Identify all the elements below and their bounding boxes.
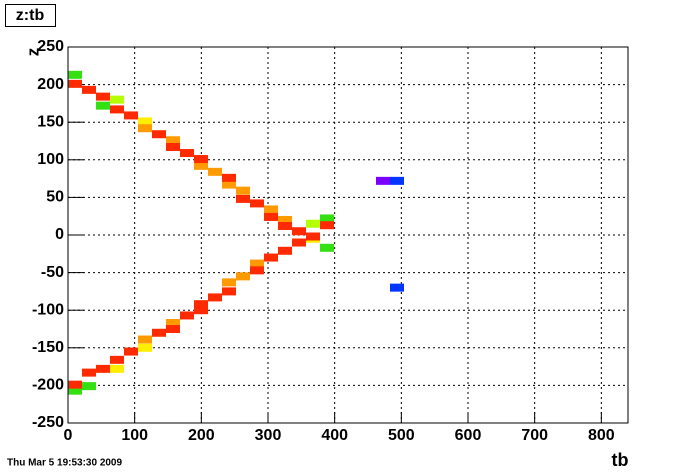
cell [376,176,390,185]
y-tick-label: 250 [37,38,64,55]
cell [390,176,404,185]
cell [306,219,320,228]
cell [180,311,194,320]
cell [264,253,278,262]
x-tick-label: 700 [521,427,548,444]
cell [250,259,264,268]
cell [264,205,278,214]
y-tick-label: -100 [32,301,64,318]
cell [82,368,96,377]
cell [208,293,222,302]
cell [236,272,250,281]
x-tick-label: 600 [455,427,482,444]
y-tick-label: 100 [37,151,64,168]
cell [138,343,152,352]
y-tick-label: -200 [32,377,64,394]
cell [166,325,180,333]
cell [110,95,124,104]
x-tick-label: 800 [588,427,615,444]
footer-date: Thu Mar 5 19:53:30 2009 [7,458,122,469]
cell [250,199,264,208]
cell [138,124,152,133]
x-tick-label: 200 [188,427,215,444]
cell [278,215,292,224]
cell [152,130,166,139]
chart-title: z:tb [16,7,45,24]
cell [320,214,334,223]
cell [320,221,334,230]
cell [194,306,208,315]
plot-frame [67,46,629,424]
cell [138,117,152,126]
x-tick-label: 400 [321,427,348,444]
cell [68,79,82,88]
cell [292,238,306,247]
cell [180,149,194,158]
y-tick-label: -50 [41,264,64,281]
cell [96,92,110,101]
cell [110,364,124,373]
cell [194,155,208,164]
y-tick-label: -250 [32,414,64,431]
y-tick-label: 0 [55,226,64,243]
cell [222,173,236,182]
cell [110,105,124,114]
cell [68,386,82,395]
cell [82,382,96,391]
y-axis-label: z [23,48,42,57]
cell [96,364,110,373]
cell [124,347,138,356]
y-tick-label: -150 [32,339,64,356]
cell [68,380,82,389]
y-tick-label: 50 [46,189,64,206]
cell [194,300,208,309]
cell [166,143,180,152]
cell [320,243,334,252]
cell [124,111,138,120]
cell [250,266,264,275]
x-tick-label: 500 [388,427,415,444]
cell [222,180,236,189]
title-box [5,4,56,27]
cell [278,246,292,255]
cell [138,335,152,344]
cell [264,212,278,221]
cell [82,85,96,94]
cell [96,101,110,110]
cell [152,328,166,337]
cell [278,221,292,230]
cell [110,355,124,364]
cell [208,167,222,176]
cell [194,161,208,170]
cell [166,136,180,145]
x-tick-label: 0 [64,427,73,444]
y-tick-label: 150 [37,113,64,130]
y-tick-label: 200 [37,76,64,93]
cell [166,318,180,327]
cell [222,287,236,296]
cell [292,227,306,236]
cell [68,70,82,79]
x-tick-label: 300 [255,427,282,444]
cell [390,283,404,292]
cell [306,232,320,241]
x-axis-label: tb [612,450,629,470]
cell [222,278,236,287]
cell [236,186,250,195]
cell [236,194,250,203]
x-tick-label: 100 [121,427,148,444]
